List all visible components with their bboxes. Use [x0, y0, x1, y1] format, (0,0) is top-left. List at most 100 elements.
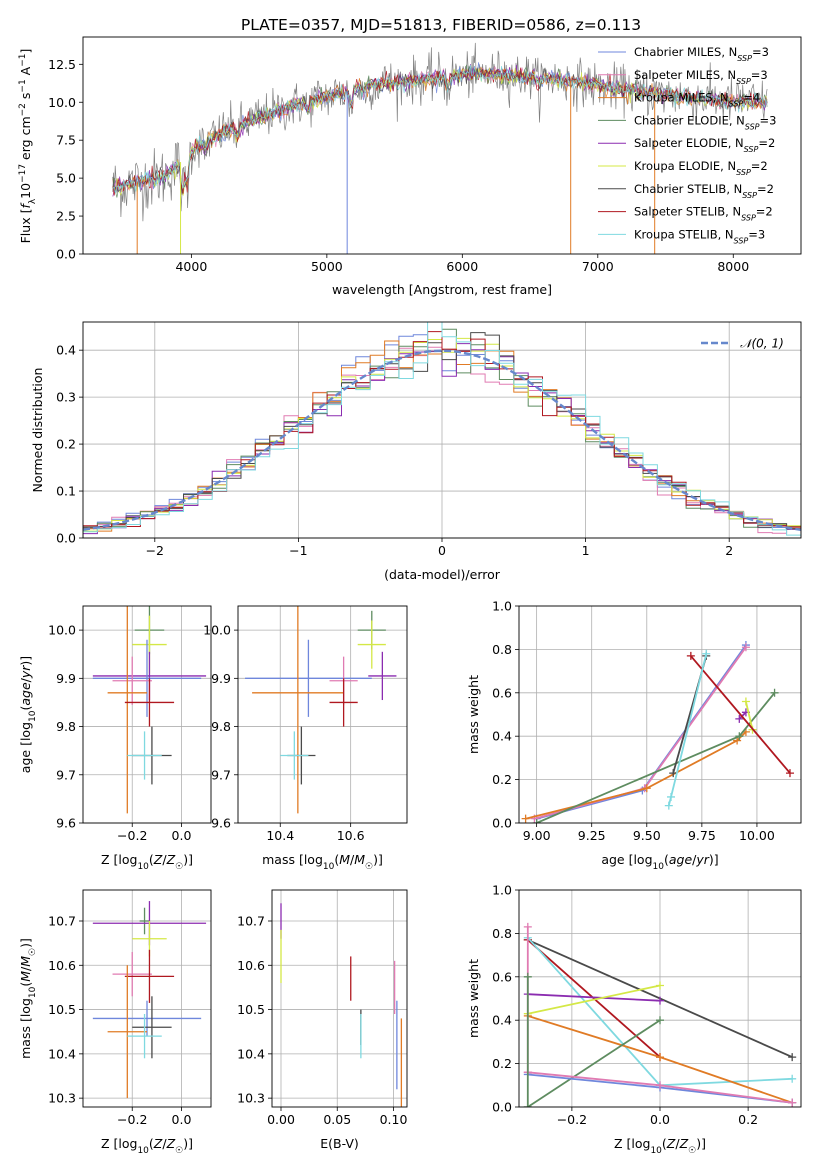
x-tick-label: 6000 [446, 259, 478, 274]
residuals-panel: −2 −1 0 1 2 0.0 0.1 0.2 0.3 0.4 𝒩(0, 1) (data-model… [30, 321, 802, 582]
y-tick-label: 9.9 [211, 671, 231, 686]
y-tick-label: 10.5 [48, 1002, 76, 1017]
x-tick-label: −1 [289, 543, 307, 558]
x-tick-label: 10.00 [739, 828, 775, 843]
axes-frame [518, 605, 802, 824]
y-tick-label: 2.5 [56, 209, 76, 224]
y-tick-label: 9.6 [211, 816, 231, 831]
plus-marker [735, 714, 744, 723]
x-tick-label: 7000 [582, 259, 614, 274]
y-tick-label: 7.5 [56, 133, 76, 148]
legend-entry: Kroupa ELODIE, NSSP=2 [634, 159, 768, 177]
plus-marker [656, 981, 664, 990]
y-tick-label: 0.4 [492, 1013, 512, 1028]
x-axis-label: Z [log10(Z/Z☉)] [101, 1136, 193, 1156]
legend-entry: Kroupa MILES, NSSP=4 [634, 91, 760, 109]
x-tick-label: 4000 [175, 259, 207, 274]
mass_vs_Z-panel: −0.2 0.0 10.3 10.4 10.5 10.6 10.7 Z [log10(Z/Z☉… [18, 889, 212, 1156]
axes-frame [518, 889, 802, 1108]
weight-line [534, 646, 747, 820]
y-axis-label: mass weight [466, 959, 481, 1038]
plus-marker [656, 1053, 664, 1062]
y-tick-label: 0.1 [56, 484, 76, 499]
plus-marker [664, 801, 673, 810]
age_vs_mass-frame: 10.4 10.6 9.6 9.7 9.8 9.9 10.0 mass [log10(M/M☉… [203, 605, 408, 872]
x-axis-label: mass [log10(M/M☉)] [262, 852, 383, 872]
weight-line [667, 653, 708, 806]
x-tick-label: 2 [725, 543, 733, 558]
axes-frame [82, 889, 212, 1108]
y-axis-label: mass weight [466, 675, 481, 754]
y-tick-label: 1.0 [492, 599, 512, 614]
x-axis-label: (data-model)/error [384, 567, 501, 582]
plus-marker [667, 792, 676, 801]
mass_vs_ebv-frame: 0.00 0.05 0.10 10.3 10.4 10.5 10.6 10.7 E(B-V) [237, 889, 408, 1151]
x-tick-label: 10.4 [266, 828, 294, 843]
y-tick-label: 5.0 [56, 171, 76, 186]
mass_vs_Z-frame: −0.2 0.0 10.3 10.4 10.5 10.6 10.7 Z [log10(Z/Z☉… [18, 889, 212, 1156]
y-tick-label: 10.3 [48, 1091, 76, 1106]
plus-marker [770, 688, 779, 697]
gaussian-curve [83, 349, 801, 531]
y-tick-label: 9.8 [211, 719, 231, 734]
plus-marker [523, 922, 532, 931]
y-tick-label: 0.2 [492, 772, 512, 787]
plus-marker [686, 651, 695, 660]
legend-entry: Chabrier MILES, NSSP=3 [634, 45, 769, 63]
weight-line [536, 644, 747, 820]
y-tick-label: 9.7 [211, 767, 231, 782]
y-tick-label: 0.0 [56, 531, 76, 546]
y-tick-label: 10.0 [203, 623, 231, 638]
weight_vs_age-content [521, 641, 794, 823]
y-axis-label: Normed distribution [30, 368, 45, 493]
y-tick-label: 9.6 [56, 816, 76, 831]
residuals-frame: −2 −1 0 1 2 0.0 0.1 0.2 0.3 0.4 𝒩(0, 1) (data-model… [30, 321, 802, 582]
spectrum-model-line [112, 67, 768, 196]
spectrum-legend: Chabrier MILES, NSSP=3 Salpeter MILES, NS… [598, 45, 776, 245]
y-axis-label: mass [log10(M/M☉)] [18, 938, 38, 1059]
plus-marker [656, 1016, 664, 1025]
y-tick-label: 10.6 [48, 958, 76, 973]
plus-marker [642, 784, 651, 793]
x-tick-label: −0.2 [557, 1112, 587, 1127]
weight-line [525, 731, 747, 820]
x-axis-label: Z [log10(Z/Z☉)] [101, 852, 193, 872]
age_vs_mass-content [245, 606, 397, 814]
axes-frame [271, 889, 408, 1108]
x-axis-label: wavelength [Angstrom, rest frame] [332, 282, 552, 297]
axes-frame [237, 605, 408, 824]
weight_vs_Z-frame: −0.2 0.0 0.2 0.0 0.2 0.4 0.6 0.8 1.0 Z [log10(Z/Z… [466, 883, 802, 1156]
mass_vs_ebv-panel: 0.00 0.05 0.10 10.3 10.4 10.5 10.6 10.7 E(B-V) [237, 889, 408, 1151]
y-axis-label: age [log10(age/yr)] [18, 656, 38, 773]
age_vs_mass-panel: 10.4 10.6 9.6 9.7 9.8 9.9 10.0 mass [log10(M/M☉… [203, 605, 408, 872]
y-tick-label: 10.7 [237, 914, 265, 929]
legend-entry: Salpeter STELIB, NSSP=2 [634, 205, 773, 223]
y-tick-label: 12.5 [48, 57, 76, 72]
legend-entry: Chabrier ELODIE, NSSP=3 [634, 113, 776, 130]
plus-marker [521, 814, 530, 823]
y-axis-label: Flux [fλ10−17 erg cm−2 s−1 A−1] [18, 49, 38, 244]
plus-marker [523, 972, 532, 981]
plus-marker [532, 819, 541, 823]
x-tick-label: −0.2 [117, 1112, 147, 1127]
legend-entry: Kroupa STELIB, NSSP=3 [634, 227, 765, 245]
y-tick-label: 10.5 [237, 1002, 265, 1017]
x-tick-label: −2 [146, 543, 164, 558]
x-tick-label: 1 [582, 543, 590, 558]
y-tick-label: 0.6 [492, 685, 512, 700]
spectrum-content [112, 42, 768, 254]
y-tick-label: 0.4 [492, 729, 512, 744]
x-axis-label: Z [log10(Z/Z☉)] [614, 1136, 706, 1156]
y-tick-label: 0.0 [492, 1100, 512, 1115]
y-tick-label: 0.8 [492, 642, 512, 657]
weight-line [690, 655, 791, 774]
plus-marker [656, 996, 664, 1005]
y-tick-label: 9.7 [56, 767, 76, 782]
y-tick-label: 0.4 [56, 343, 76, 358]
axes-frame [82, 321, 802, 539]
weight-line [527, 1019, 661, 1107]
y-tick-label: 10.7 [48, 914, 76, 929]
plus-marker [523, 1103, 532, 1107]
weight-line [745, 701, 754, 730]
y-tick-label: 0.0 [56, 247, 76, 262]
